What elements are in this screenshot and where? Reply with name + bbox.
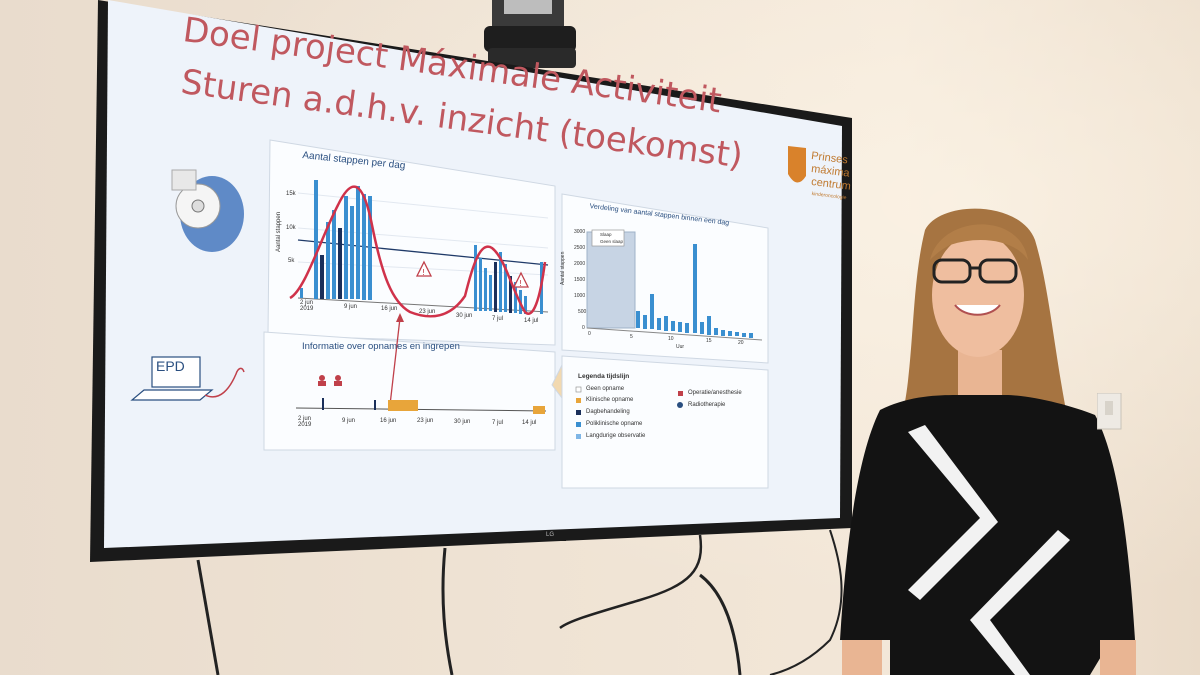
dist-xtick: 20 <box>738 340 744 346</box>
legend-item: Langdurige observatie <box>586 433 646 439</box>
webcam <box>484 0 576 68</box>
steps-xtick: 16 jun <box>381 306 398 312</box>
timeline-xtick: 2 jun 2019 <box>298 416 312 428</box>
dist-xtick: 5 <box>630 334 633 340</box>
dist-legend-item: Geen slaap <box>600 239 624 244</box>
epd-laptop-illustration <box>130 356 245 401</box>
steps-xtick: 23 jun <box>419 309 436 315</box>
legend-item: Dagbehandeling <box>586 409 630 415</box>
dist-ytick: 1000 <box>574 293 586 299</box>
legend-item: Radiotherapie <box>688 402 726 408</box>
dist-xtick: 15 <box>706 338 712 344</box>
timeline-xtick: 9 jun <box>342 418 356 424</box>
timeline-xtick: 7 jul <box>492 420 504 426</box>
activity-curve <box>289 185 547 318</box>
operation-icon <box>318 375 342 386</box>
dist-xtick: 10 <box>668 336 674 342</box>
distribution-ylabel: Aantal stappen <box>560 251 566 285</box>
steps-ytick: 15k <box>286 191 296 197</box>
steps-ylabel: Aantal stappen <box>276 211 282 252</box>
dist-ytick: 0 <box>582 325 585 331</box>
timeline-xtick: 23 jun <box>417 418 434 424</box>
timeline-xtick: 16 jun <box>380 418 397 424</box>
dist-ytick: 3000 <box>574 229 586 235</box>
legend-item: Klinische opname <box>586 397 634 403</box>
dist-ytick: 2000 <box>574 261 586 267</box>
steps-ytick: 5k <box>288 258 295 264</box>
svg-text:!: ! <box>422 268 425 277</box>
dist-xtick: 0 <box>588 331 591 337</box>
presenter <box>840 208 1136 675</box>
legend-item: Geen opname <box>586 386 625 392</box>
legend-title: Legenda tijdslijn <box>578 373 630 380</box>
steps-xtick: 9 jun <box>344 304 358 310</box>
legend-item: Operatie/anesthesie <box>688 390 742 396</box>
steps-xtick: 2 jun 2019 <box>300 300 314 312</box>
dist-ytick: 500 <box>578 309 587 315</box>
timeline-xtick: 30 jun <box>454 419 471 425</box>
dist-ytick: 1500 <box>574 277 586 283</box>
smartwatch-illustration <box>171 169 244 252</box>
dist-xlabel: Uur <box>676 344 685 350</box>
logo-shield <box>788 146 806 183</box>
timeline-title: Informatie over opnames en ingrepen <box>302 341 460 352</box>
dist-legend-item: Slaap <box>600 232 612 237</box>
tv-brand: LG <box>546 532 555 538</box>
distribution-bars <box>636 244 753 338</box>
warning-icon: ! ! <box>415 260 530 288</box>
wall-switch <box>1097 393 1122 430</box>
legend-item: Poliklinische opname <box>586 421 643 427</box>
svg-text:!: ! <box>519 279 522 288</box>
timeline-xtick: 14 jul <box>522 420 537 426</box>
epd-label: EPD <box>156 358 185 374</box>
steps-xtick: 14 jul <box>524 318 539 324</box>
dist-ytick: 2500 <box>574 245 586 251</box>
steps-ytick: 10k <box>286 225 296 231</box>
steps-xtick: 7 jul <box>492 316 504 322</box>
steps-bars <box>300 180 543 314</box>
steps-xtick: 30 jun <box>456 313 473 319</box>
